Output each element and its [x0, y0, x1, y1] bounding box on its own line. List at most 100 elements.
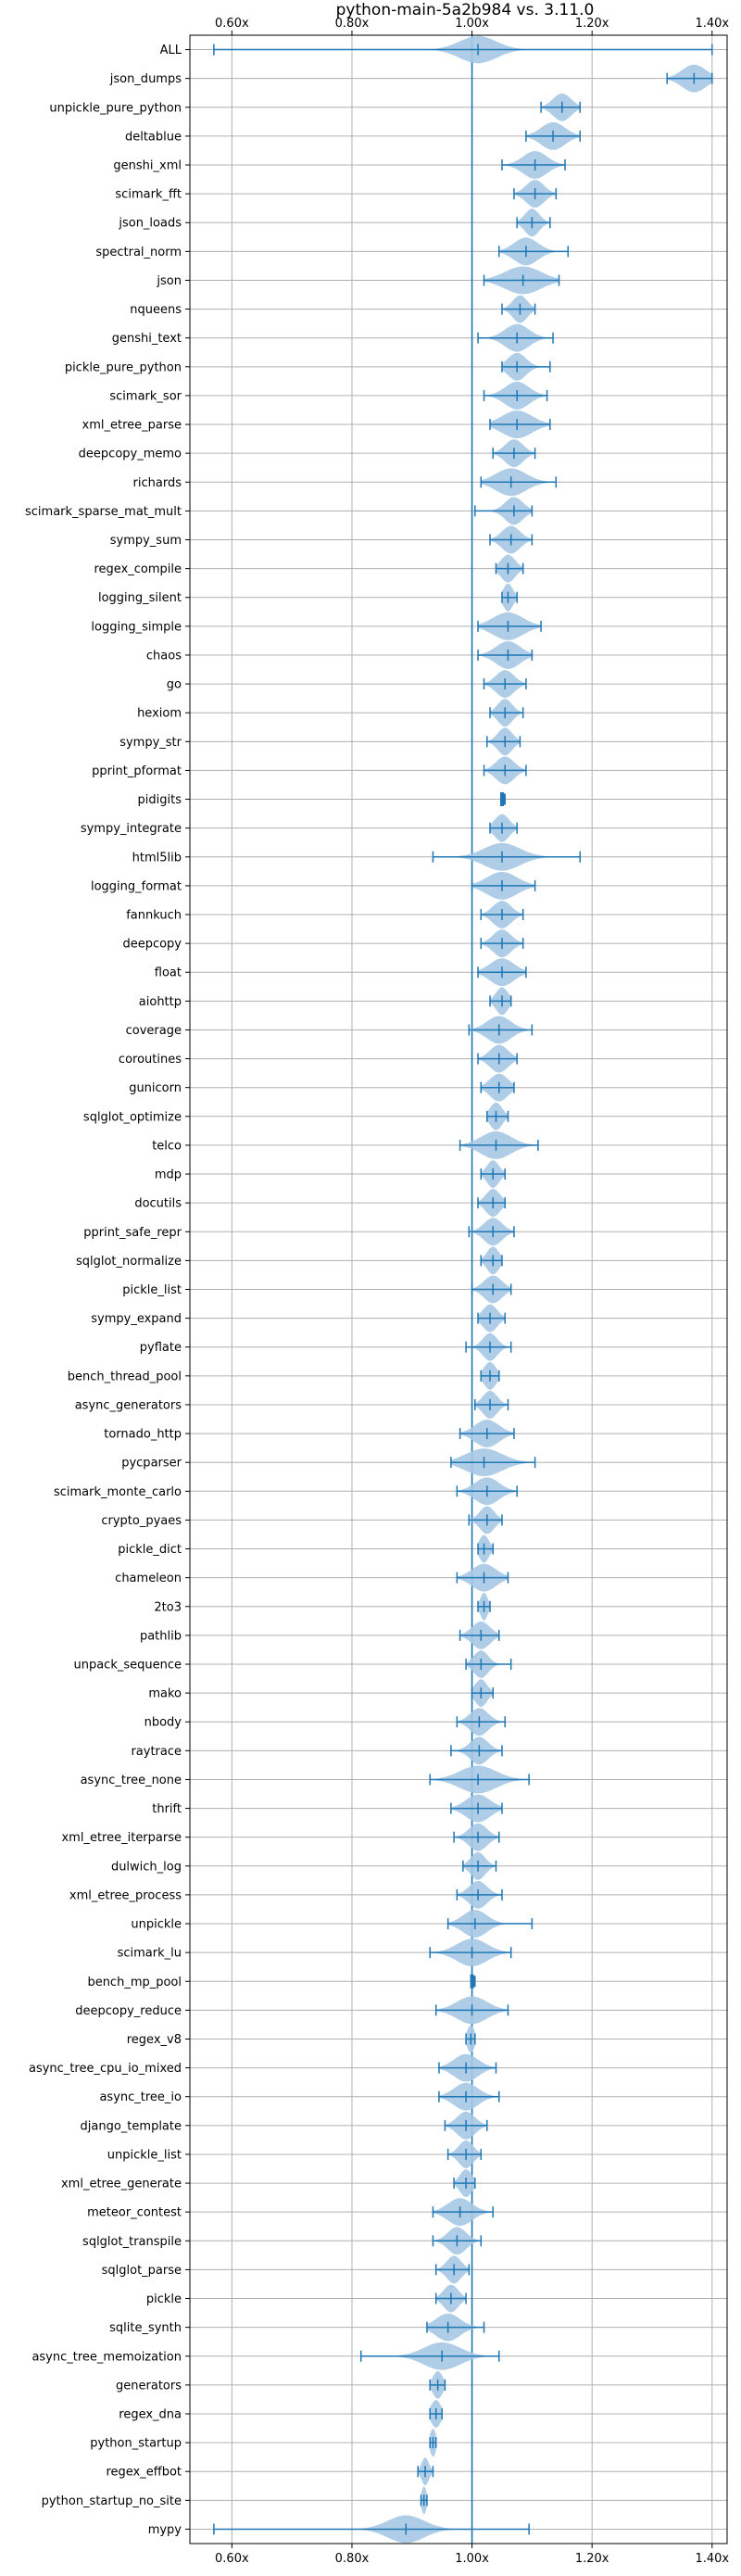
category-label: pickle_list — [122, 1283, 182, 1297]
violin-group — [477, 612, 542, 640]
violin-group — [432, 2227, 483, 2255]
category-label: async_generators — [75, 1398, 182, 1412]
violin-group — [429, 2429, 437, 2456]
category-label: genshi_xml — [113, 159, 182, 173]
violin-group — [489, 699, 524, 727]
violin-group — [471, 872, 536, 900]
violin-group — [432, 842, 581, 871]
category-label: unpickle_list — [107, 2148, 182, 2162]
category-label: unpickle — [131, 1918, 182, 1932]
violin-group — [450, 1448, 536, 1477]
category-label: scimark_sor — [109, 389, 182, 403]
violin-group — [480, 1361, 500, 1390]
violin-group — [444, 2111, 488, 2140]
violin-group — [489, 814, 518, 842]
category-label: xml_etree_parse — [82, 419, 182, 433]
violin-group — [213, 35, 713, 64]
category-label: ALL — [160, 44, 182, 57]
x-tick-label-bottom: 0.80x — [335, 2552, 370, 2566]
x-tick-label-bottom: 1.20x — [575, 2552, 609, 2566]
violin-group — [477, 1189, 506, 1218]
violin-group — [489, 987, 512, 1016]
category-label-layer: ALL json_dumps unpickle_pure_pythondeltabl… — [25, 44, 182, 2537]
violin-group — [468, 1016, 534, 1044]
category-label: pprint_safe_repr — [83, 1226, 182, 1240]
violin-group — [666, 64, 713, 93]
violin-group — [477, 1304, 506, 1332]
category-label: pidigits — [138, 793, 182, 807]
violin-group — [486, 1102, 509, 1130]
violin-group — [495, 554, 524, 583]
violin-group — [486, 727, 521, 756]
violin-group — [477, 1044, 518, 1073]
category-label: pickle_pure_python — [65, 360, 182, 374]
category-label: regex_compile — [94, 562, 182, 576]
category-label: xml_etree_process — [69, 1888, 182, 1902]
category-label: xml_etree_iterparse — [61, 1831, 182, 1845]
x-tick-label-top: 1.20x — [575, 17, 609, 31]
violin-group — [465, 1650, 512, 1678]
category-label: hexiom — [137, 707, 182, 721]
violin-group — [458, 1420, 515, 1447]
category-label: deepcopy_memo — [79, 448, 182, 461]
category-label: sympy_str — [119, 736, 182, 750]
violin-group — [465, 1332, 512, 1361]
x-tick-label-top: 1.40x — [695, 17, 729, 31]
category-label: logging_silent — [98, 591, 182, 605]
category-label: xml_etree_generate — [61, 2178, 182, 2191]
category-label: async_tree_none — [81, 1774, 182, 1787]
violin-group — [513, 180, 558, 208]
x-tick-label-top: 1.00x — [455, 17, 489, 31]
violin-group — [450, 1736, 503, 1765]
violin-group — [446, 1910, 534, 1938]
plot-frame — [189, 34, 728, 2544]
grid-layer — [190, 35, 727, 2544]
violin-group — [432, 2198, 495, 2227]
category-label: nqueens — [130, 303, 182, 317]
violin-group — [501, 295, 536, 323]
category-label: pathlib — [140, 1629, 182, 1643]
violin-group — [456, 1708, 506, 1736]
category-label: deepcopy_reduce — [75, 2004, 182, 2018]
category-label: bench_thread_pool — [68, 1370, 182, 1383]
violin-group — [480, 1160, 506, 1188]
violin-group — [480, 1246, 503, 1275]
category-label: logging_format — [91, 879, 182, 893]
category-label: dulwich_log — [111, 1860, 182, 1874]
x-tick-label-top: 0.80x — [335, 17, 370, 31]
category-label: sqlglot_parse — [102, 2264, 182, 2278]
violin-group — [480, 929, 524, 958]
violin-group — [540, 93, 581, 121]
category-label: tornado_http — [104, 1428, 182, 1442]
violin-group — [434, 2284, 467, 2313]
violin-group — [483, 266, 560, 295]
category-label: telco — [152, 1139, 182, 1153]
category-label: pickle_dict — [118, 1543, 182, 1557]
violin-group — [474, 1391, 509, 1419]
category-label: generators — [116, 2379, 182, 2393]
violin-group — [477, 958, 527, 987]
category-label: chaos — [146, 649, 182, 663]
category-label: json_loads — [118, 217, 182, 231]
x-tick-label-bottom: 1.40x — [695, 2552, 729, 2566]
category-label: html5lib — [132, 851, 182, 865]
violin-group — [438, 2082, 500, 2111]
violin-group — [477, 323, 554, 352]
category-label: fannkuch — [126, 909, 182, 923]
violin-group — [458, 1621, 500, 1649]
violin-group — [456, 1881, 503, 1909]
category-label: meteor_contest — [87, 2206, 182, 2220]
violin-group — [501, 151, 566, 179]
violin-group — [501, 583, 518, 612]
category-label: crypto_pyaes — [101, 1514, 182, 1528]
violin-group — [429, 1938, 512, 1967]
category-label: json_dumps — [109, 72, 182, 86]
category-label: python_startup_no_site — [42, 2494, 182, 2508]
x-tick-label-top: 0.60x — [215, 17, 249, 31]
category-label: scimark_lu — [118, 1947, 182, 1961]
violin-group — [483, 670, 527, 698]
category-label: async_tree_memoization — [31, 2350, 182, 2364]
category-label: pickle — [146, 2292, 182, 2306]
category-label: regex_dna — [119, 2407, 182, 2421]
